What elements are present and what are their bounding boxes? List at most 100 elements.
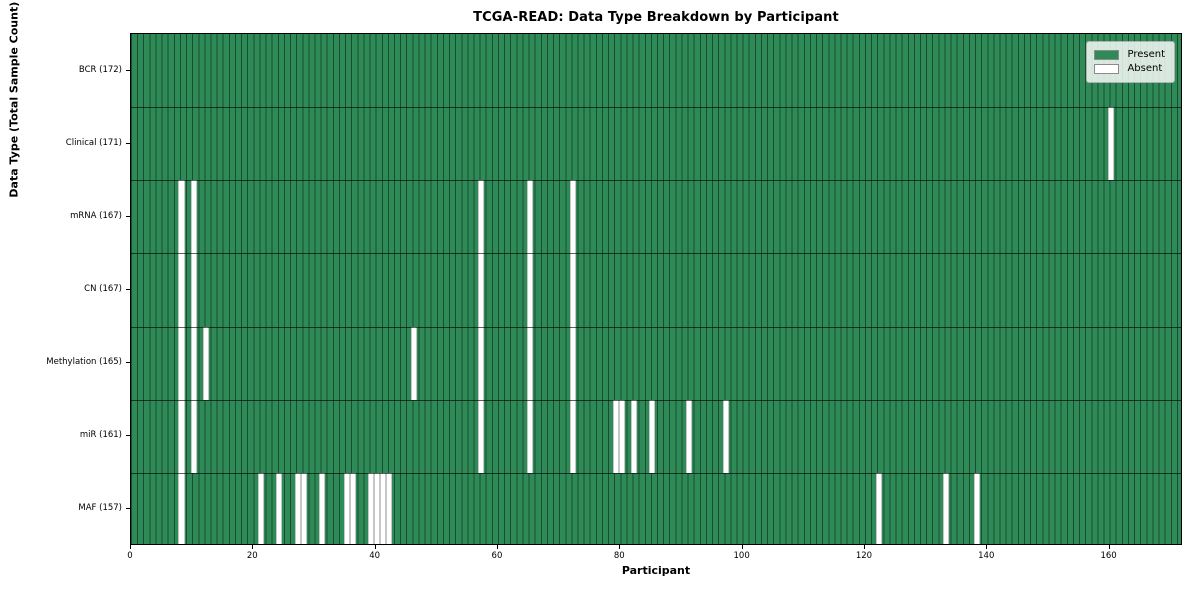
row-divider <box>131 326 1181 328</box>
chart-title: TCGA-READ: Data Type Breakdown by Partic… <box>473 10 839 25</box>
absent-cell <box>527 326 534 400</box>
x-tick <box>374 545 376 549</box>
absent-cell <box>276 472 283 544</box>
legend: Present Absent <box>1086 41 1175 83</box>
absent-cell <box>202 326 209 400</box>
legend-absent-swatch <box>1094 64 1120 74</box>
absent-cell <box>1108 107 1115 181</box>
absent-cell <box>527 399 534 473</box>
row-divider <box>131 180 1181 182</box>
absent-cell <box>257 472 265 544</box>
legend-entry-present: Present <box>1094 49 1165 61</box>
x-tick <box>863 545 865 549</box>
x-tick-label: 160 <box>1100 551 1117 561</box>
absent-cell <box>478 326 485 400</box>
absent-cell <box>178 326 185 400</box>
row-divider <box>131 253 1181 255</box>
absent-cell <box>300 472 307 544</box>
x-tick-label: 80 <box>613 551 625 561</box>
absent-cell <box>569 326 576 400</box>
absent-cell <box>178 399 185 473</box>
absent-cell <box>973 472 980 544</box>
absent-cell <box>686 399 693 473</box>
absent-cell <box>478 399 485 473</box>
absent-cell <box>374 472 381 544</box>
heatmap-row-bcr <box>131 34 1181 108</box>
absent-cell <box>527 180 534 254</box>
row-divider <box>131 399 1181 401</box>
y-tick <box>126 69 130 71</box>
x-tick-label: 140 <box>978 551 995 561</box>
x-tick-label: 40 <box>369 551 381 561</box>
x-tick <box>741 545 743 549</box>
absent-cell <box>368 472 375 544</box>
x-axis-label: Participant <box>621 564 691 577</box>
x-tick <box>1108 545 1110 549</box>
y-tick <box>126 435 130 437</box>
absent-cell <box>618 399 625 473</box>
absent-cell <box>569 399 576 473</box>
x-tick-label: 0 <box>127 551 133 561</box>
absent-cell <box>190 253 197 327</box>
y-tick-label: BCR (172) <box>78 64 122 75</box>
x-tick <box>986 545 988 549</box>
absent-cell <box>190 326 197 400</box>
absent-cell <box>380 472 387 544</box>
y-tick <box>126 508 130 510</box>
x-tick-label: 20 <box>246 551 258 561</box>
absent-cell <box>349 472 356 544</box>
legend-present-label: Present <box>1127 49 1165 60</box>
y-tick <box>126 289 130 290</box>
x-tick-label: 60 <box>491 551 503 561</box>
heatmap-row-clinical <box>131 107 1181 181</box>
x-tick <box>130 545 131 549</box>
absent-cell <box>875 472 882 544</box>
row-divider <box>131 107 1181 109</box>
heatmap-row-maf <box>131 472 1181 544</box>
absent-cell <box>722 399 729 473</box>
y-tick-label: MAF (157) <box>78 503 122 514</box>
absent-cell <box>527 253 534 327</box>
absent-cell <box>631 399 638 473</box>
y-tick <box>126 362 130 364</box>
heatmap-row-methylation <box>131 326 1181 400</box>
absent-cell <box>178 472 185 544</box>
y-tick-label: miR (161) <box>79 430 122 441</box>
absent-cell <box>178 180 185 254</box>
absent-cell <box>190 180 197 254</box>
y-tick <box>126 142 130 144</box>
absent-cell <box>178 253 185 327</box>
x-tick <box>252 545 254 549</box>
legend-absent-label: Absent <box>1127 63 1163 74</box>
x-tick <box>619 545 621 549</box>
absent-cell <box>386 472 393 544</box>
y-tick-label: Clinical (171) <box>65 137 122 148</box>
absent-cell <box>649 399 656 473</box>
absent-cell <box>569 253 576 327</box>
absent-cell <box>190 399 197 473</box>
y-tick-label: mRNA (167) <box>70 210 122 221</box>
y-tick <box>126 215 130 217</box>
absent-cell <box>319 472 326 544</box>
absent-cell <box>294 472 301 544</box>
row-divider <box>131 472 1181 474</box>
x-tick-label: 120 <box>855 551 873 561</box>
absent-cell <box>478 180 485 254</box>
absent-cell <box>612 399 619 473</box>
heatmap-row-cn <box>131 253 1181 327</box>
absent-cell <box>478 253 485 327</box>
legend-entry-absent: Absent <box>1094 63 1165 75</box>
heatmap-row-mrna <box>131 180 1181 254</box>
y-tick-label: CN (167) <box>84 284 122 294</box>
x-tick-label: 100 <box>733 551 750 561</box>
absent-cell <box>343 472 350 544</box>
absent-cell <box>942 472 950 544</box>
y-axis-label: Data Type (Total Sample Count) <box>7 1 21 198</box>
x-tick <box>496 545 498 549</box>
y-tick-label: Methylation (165) <box>46 357 122 368</box>
absent-cell <box>410 326 417 400</box>
legend-present-swatch <box>1094 50 1120 60</box>
absent-cell <box>569 180 576 254</box>
heatmap-row-mir <box>131 399 1181 473</box>
